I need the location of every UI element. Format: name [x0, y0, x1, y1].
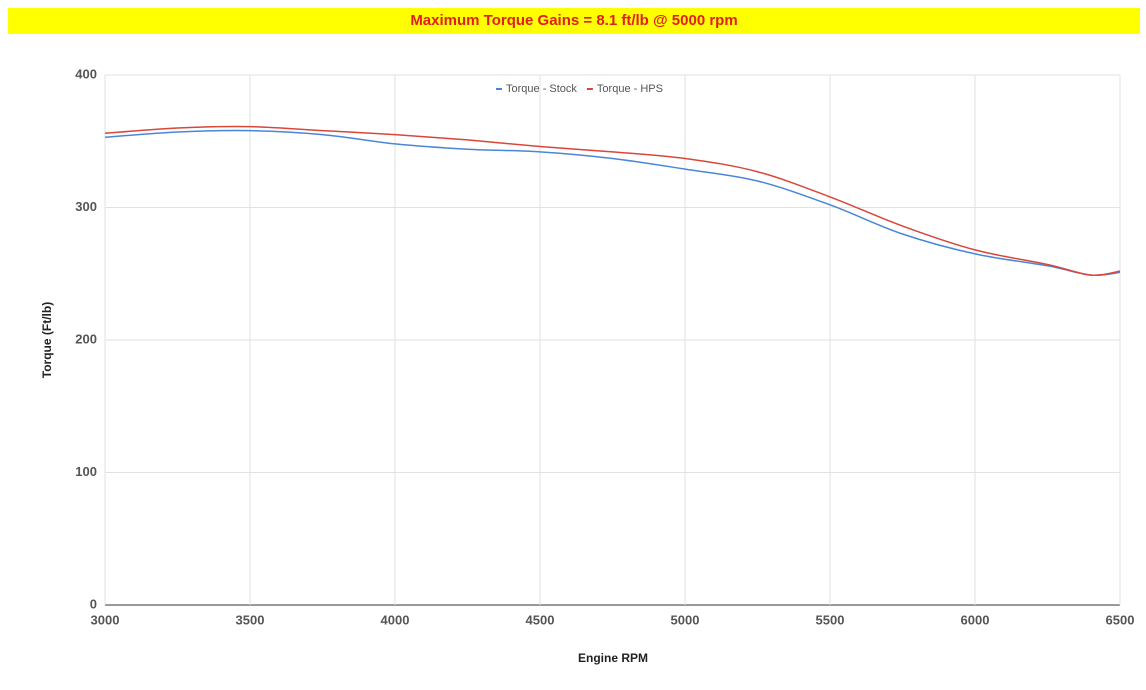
legend-label: Torque - HPS	[597, 83, 663, 95]
y-tick-label: 200	[75, 331, 97, 346]
x-tick-label: 4000	[381, 612, 410, 627]
y-tick-label: 0	[90, 596, 97, 611]
x-tick-label: 5000	[671, 612, 700, 627]
x-tick-label: 5500	[816, 612, 845, 627]
legend-label: Torque - Stock	[506, 83, 577, 95]
x-tick-label: 3000	[91, 612, 120, 627]
banner: Maximum Torque Gains = 8.1 ft/lb @ 5000 …	[8, 8, 1140, 34]
y-tick-label: 400	[75, 66, 97, 81]
x-tick-label: 3500	[236, 612, 265, 627]
x-tick-label: 6500	[1106, 612, 1135, 627]
x-axis-title: Engine RPM	[578, 651, 648, 665]
series-line	[104, 129, 1121, 277]
y-tick-label: 100	[75, 464, 97, 479]
y-axis-title: Torque (Ft/lb)	[40, 302, 54, 378]
x-tick-label: 4500	[526, 612, 555, 627]
series-line	[104, 125, 1121, 276]
x-tick-label: 6000	[961, 612, 990, 627]
y-tick-label: 300	[75, 199, 97, 214]
